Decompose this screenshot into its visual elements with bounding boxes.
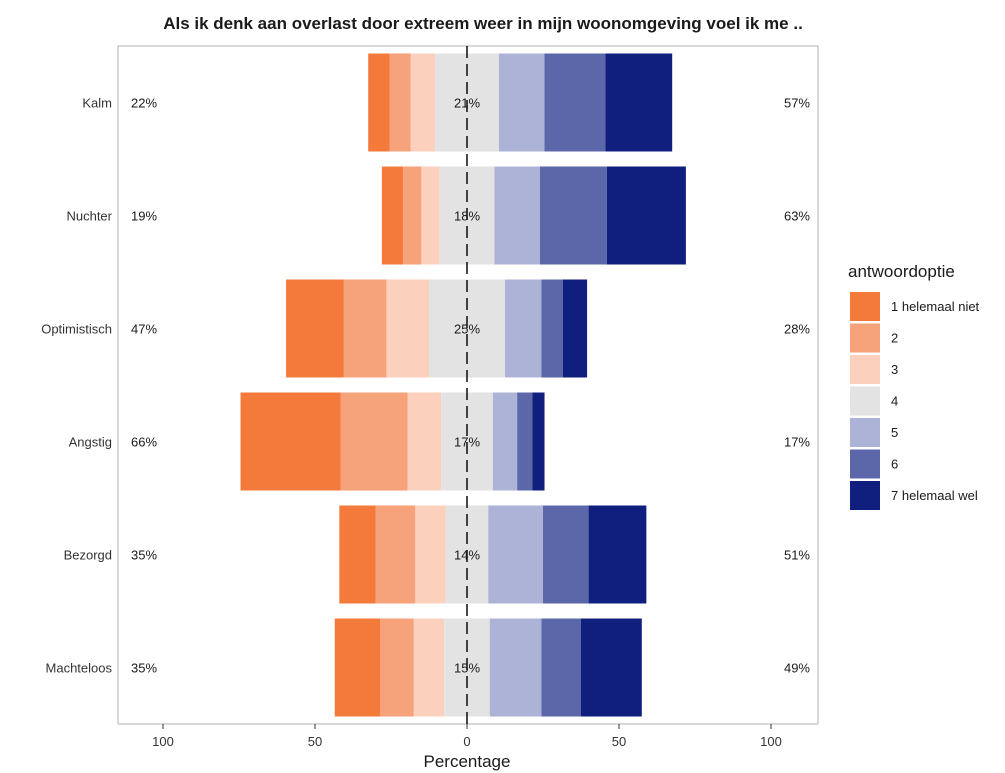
bar-segment-7 [605, 53, 673, 152]
bar-segment-2 [343, 279, 387, 378]
x-tick-label: 50 [612, 734, 626, 749]
center-percentage-label: 17% [454, 435, 480, 450]
x-tick-label: 100 [760, 734, 782, 749]
bar-segment-7 [588, 505, 647, 604]
category-label: Machteloos [46, 661, 113, 676]
bar-segment-2 [375, 505, 416, 604]
x-tick-label: 0 [463, 734, 470, 749]
bar-segment-6 [539, 166, 607, 265]
legend-label: 1 helemaal niet [891, 299, 980, 314]
legend-swatch [850, 386, 880, 416]
x-tick-label: 50 [308, 734, 322, 749]
legend-swatch [850, 292, 880, 321]
bar-segment-7 [606, 166, 686, 265]
center-percentage-label: 15% [454, 661, 480, 676]
legend-swatch [850, 418, 880, 447]
right-percentage-label: 28% [784, 322, 810, 337]
center-percentage-label: 21% [454, 96, 480, 111]
legend-swatch [850, 355, 880, 384]
bar-segment-5 [489, 618, 542, 717]
bar-segment-6 [541, 618, 581, 717]
bar-segment-1 [240, 392, 341, 491]
bar-segment-3 [413, 618, 445, 717]
bar-segment-6 [543, 505, 589, 604]
center-percentage-label: 25% [454, 322, 480, 337]
center-percentage-label: 14% [454, 548, 480, 563]
legend-swatch [850, 449, 880, 479]
plot-panel [117, 45, 819, 725]
bar-segment-7 [532, 392, 545, 491]
left-percentage-label: 35% [131, 548, 157, 563]
category-label: Nuchter [66, 209, 112, 224]
left-percentage-label: 22% [131, 96, 157, 111]
bar-segment-3 [386, 279, 429, 378]
legend-label: 5 [891, 425, 898, 440]
labels-layer: Kalm 22% 21% 57% Nuchter 19% 18% 63% Optimistisc… [41, 96, 810, 676]
bar-segment-1 [381, 166, 404, 265]
x-tick-label: 100 [152, 734, 174, 749]
bar-segment-6 [517, 392, 533, 491]
category-label: Optimistisch [41, 322, 112, 337]
left-percentage-label: 35% [131, 661, 157, 676]
bar-segment-3 [410, 53, 436, 152]
right-percentage-label: 51% [784, 548, 810, 563]
right-percentage-label: 17% [784, 435, 810, 450]
legend-label: 6 [891, 457, 898, 472]
category-label: Kalm [82, 96, 112, 111]
x-axis: 100 50 0 50 100 [152, 724, 782, 749]
bar-segment-1 [368, 53, 390, 152]
legend-title: antwoordoptie [848, 262, 955, 281]
right-percentage-label: 63% [784, 209, 810, 224]
bar-segment-3 [421, 166, 440, 265]
bar-segment-5 [488, 505, 543, 604]
x-axis-title: Percentage [424, 752, 511, 771]
bar-segment-1 [339, 505, 376, 604]
left-percentage-label: 19% [131, 209, 157, 224]
bar-segment-5 [492, 392, 518, 491]
legend-swatch [850, 323, 880, 353]
bar-segment-6 [544, 53, 606, 152]
bar-segment-5 [505, 279, 542, 378]
center-percentage-label: 18% [454, 209, 480, 224]
legend-label: 7 helemaal wel [891, 488, 978, 503]
left-percentage-label: 66% [131, 435, 157, 450]
right-percentage-label: 49% [784, 661, 810, 676]
bar-segment-2 [340, 392, 408, 491]
bar-segment-2 [380, 618, 414, 717]
bar-segment-7 [581, 618, 642, 717]
bar-segment-5 [498, 53, 545, 152]
legend-swatch [850, 481, 880, 510]
left-percentage-label: 47% [131, 322, 157, 337]
legend-label: 4 [891, 394, 898, 409]
bar-segment-3 [407, 392, 442, 491]
legend-label: 2 [891, 331, 898, 346]
legend-label: 3 [891, 362, 898, 377]
legend: antwoordoptie 1 helemaal niet 2 3 4 5 6 7 hele… [848, 262, 980, 510]
category-label: Angstig [69, 435, 112, 450]
right-percentage-label: 57% [784, 96, 810, 111]
chart-title: Als ik denk aan overlast door extreem we… [163, 14, 803, 33]
bar-segment-3 [415, 505, 446, 604]
bar-segment-5 [494, 166, 540, 265]
category-label: Bezorgd [64, 548, 112, 563]
bar-segment-6 [541, 279, 563, 378]
bar-segment-7 [562, 279, 588, 378]
bar-segment-1 [334, 618, 381, 717]
bar-segment-2 [389, 53, 411, 152]
bar-segment-1 [286, 279, 344, 378]
bar-segment-2 [403, 166, 422, 265]
